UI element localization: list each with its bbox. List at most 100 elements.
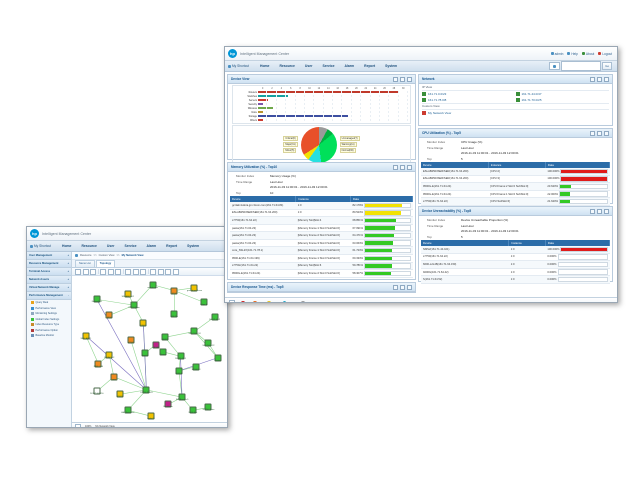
panel-minimize-icon[interactable] <box>590 130 595 136</box>
sidebar-item-baseline-monitor[interactable]: Baseline Monitor <box>27 333 71 339</box>
column-header[interactable]: Device <box>421 240 510 246</box>
alarm-counter-minor[interactable]: 178 <box>267 301 277 302</box>
panel-close-icon[interactable] <box>407 76 412 82</box>
filter-icon[interactable] <box>157 268 164 275</box>
table-row[interactable]: s7750c(161.71.64.22) [Memory Slot]Slot:6 5… <box>230 262 413 271</box>
breadcrumb[interactable]: Resource >> Custom View >> My Network Vi… <box>72 252 227 260</box>
logout-link[interactable]: Logout <box>598 52 612 56</box>
topology-node[interactable] <box>200 298 208 306</box>
topology-node[interactable] <box>175 367 183 375</box>
column-header[interactable]: Instance <box>488 162 546 168</box>
network-ip-item[interactable]: 161.71.44.0/47 <box>515 91 610 97</box>
topology-link[interactable] <box>152 284 175 291</box>
zoom-out-icon[interactable] <box>90 268 96 275</box>
nav-system[interactable]: System <box>187 244 200 248</box>
panel-network[interactable]: Network IP View 161.71.0.0/23 <box>418 74 613 126</box>
column-header[interactable]: Data <box>545 240 611 246</box>
delete-icon[interactable] <box>140 268 146 275</box>
search-scope-select[interactable] <box>549 62 561 70</box>
topology-link[interactable] <box>96 299 147 391</box>
topology-node[interactable] <box>170 287 178 295</box>
panel-close-icon[interactable] <box>407 284 412 290</box>
column-header[interactable]: Instance <box>295 196 351 202</box>
topology-node[interactable] <box>124 290 132 298</box>
memory-utilization-table[interactable]: Device Instance Data gcnlab.fedora.jpn.3com… <box>230 196 414 278</box>
panel-refresh-icon[interactable] <box>597 208 602 214</box>
cell-device[interactable]: s7750(161.71.64.22) <box>230 216 296 225</box>
topology-toolbar[interactable] <box>72 268 227 276</box>
topology-node[interactable] <box>149 281 157 289</box>
panel-close-icon[interactable] <box>604 130 609 136</box>
nav-user[interactable]: User <box>106 244 115 248</box>
topology-link[interactable] <box>120 389 147 395</box>
cell-device[interactable]: S(161.71.64.52) <box>421 275 509 284</box>
topology-node[interactable] <box>94 360 102 368</box>
layout-icon[interactable] <box>150 268 156 275</box>
sidebar-group-virtual-network-manage[interactable]: Virtual Network Manage + <box>27 284 71 292</box>
sidebar-item-index-resource-type[interactable]: Index Resource Type <box>27 322 71 328</box>
alarm-counter-info[interactable]: 14 <box>301 301 309 302</box>
table-row[interactable]: 6600-L2L48(161.71.64.150) 1:0 0.000% <box>421 260 610 269</box>
sidebar-item-global-index-settings[interactable]: Global Index Settings <box>27 317 71 323</box>
expand-icon[interactable]: + <box>67 278 69 281</box>
window1-navbar[interactable]: My Shortcut Home Resource User Service A… <box>225 61 617 72</box>
topology-link[interactable] <box>130 340 147 390</box>
sidebar-nav[interactable]: User Management + Resource Management + … <box>27 252 72 427</box>
column-header[interactable]: Instance <box>508 240 546 246</box>
table-row[interactable]: ESLAB2503SER/SER(161.71.64.200) [CPU:2] 10… <box>421 168 610 176</box>
topology-link[interactable] <box>164 331 195 338</box>
table-row[interactable]: 9200G(161.71.64.42) 1:0 0.000% <box>421 268 610 277</box>
topology-link[interactable] <box>127 410 152 417</box>
cell-device[interactable]: 9500G-E(161.71.64.24) <box>421 190 489 199</box>
search-input[interactable] <box>561 61 602 71</box>
topology-link[interactable] <box>108 354 115 377</box>
topology-node[interactable] <box>142 386 150 394</box>
breadcrumb-resource[interactable]: Resource <box>80 254 92 257</box>
print-icon[interactable] <box>115 268 121 275</box>
expand-icon[interactable]: + <box>67 262 69 265</box>
panel-minimize-icon[interactable] <box>393 164 398 170</box>
nav-service[interactable]: Service <box>322 64 335 68</box>
alarm-counter-critical[interactable]: 2 <box>241 301 247 302</box>
settings-icon[interactable] <box>172 268 179 275</box>
topology-node[interactable] <box>204 339 212 347</box>
topology-node[interactable] <box>159 348 167 356</box>
collapse-icon[interactable]: - <box>68 294 69 297</box>
help-link[interactable]: Help <box>567 52 578 56</box>
tabbar[interactable]: Name List Topology <box>72 260 227 268</box>
dashboard-window[interactable]: hp Intelligent Management Center admin H… <box>224 46 618 303</box>
nav-alarm[interactable]: Alarm <box>344 64 355 68</box>
table-row[interactable]: s7750(161.71.64.22) [CPU:SubSlot:6] 21.620… <box>421 197 610 206</box>
topology-link[interactable] <box>109 304 135 316</box>
sidebar-group-resource-management[interactable]: Resource Management + <box>27 260 71 268</box>
topology-node[interactable] <box>110 373 118 381</box>
table-row[interactable]: s7750(161.71.64.22) 1:0 0.000% <box>421 253 610 262</box>
topology-node[interactable] <box>105 311 113 319</box>
cell-device[interactable]: s7750(161.71.64.22) <box>421 197 489 206</box>
search-icon[interactable] <box>165 268 171 275</box>
topology-node[interactable] <box>192 363 200 371</box>
topology-node[interactable] <box>116 390 124 398</box>
tab-topology[interactable]: Topology <box>95 260 116 267</box>
topology-node[interactable] <box>130 301 138 309</box>
cell-device[interactable]: pasta(161.71.64.23) <box>230 239 296 248</box>
topology-link[interactable] <box>180 356 183 398</box>
cell-device[interactable]: pasta(161.71.64.23) <box>230 224 296 233</box>
topology-node[interactable] <box>139 319 147 327</box>
nav-report[interactable]: Report <box>166 244 178 248</box>
user-menu[interactable]: admin <box>550 52 563 56</box>
table-row[interactable]: NMS2(161.71.44.101) 1:0 100.000% <box>421 246 610 254</box>
panel-refresh-icon[interactable] <box>597 76 602 82</box>
cell-device[interactable]: 9200G(161.71.64.42) <box>421 268 509 277</box>
my-shortcut-link[interactable]: My Shortcut <box>30 244 51 248</box>
alarm-refresh-icon[interactable] <box>229 299 235 302</box>
cell-device[interactable]: 9500-E(161.71.64.199) <box>230 254 296 263</box>
cell-device[interactable]: gcnlab.fedora.jpn.3com.com(161.71.64.84) <box>230 202 296 210</box>
topology-link[interactable] <box>96 299 135 306</box>
nav-report[interactable]: Report <box>364 64 376 68</box>
column-header[interactable]: Device <box>230 196 297 202</box>
topology-node[interactable] <box>82 332 90 340</box>
topology-node[interactable] <box>214 354 222 362</box>
breadcrumb-custom-view[interactable]: Custom View <box>98 254 115 257</box>
nav-resource[interactable]: Resource <box>279 64 295 68</box>
